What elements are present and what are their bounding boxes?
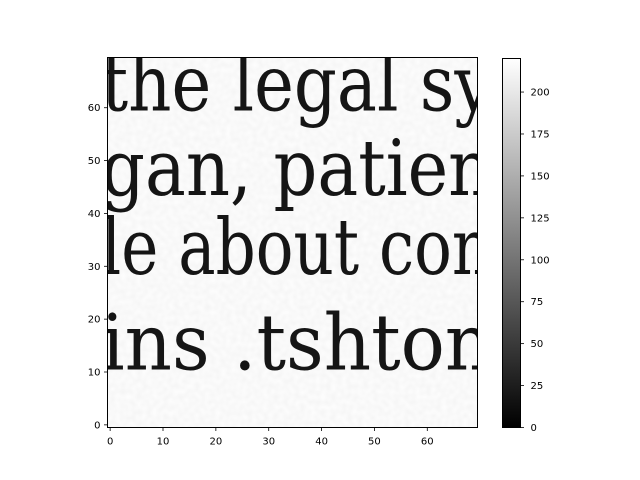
colorbar-tick-label: 175 (531, 129, 550, 140)
image-text-line: gan, patien (101, 124, 492, 214)
colorbar-tick-label: 100 (531, 255, 550, 266)
colorbar-gradient (502, 58, 521, 428)
x-tick-label: 30 (262, 437, 275, 448)
image-text-line: the legal sy (101, 39, 492, 129)
colorbar-tick-label: 125 (531, 213, 550, 224)
x-tick-label: 50 (368, 437, 381, 448)
colorbar-tick-label: 150 (531, 171, 550, 182)
y-tick-label: 0 (94, 420, 100, 431)
x-tick-label: 40 (315, 437, 328, 448)
x-tick-label: 10 (157, 437, 170, 448)
y-tick-label: 60 (88, 103, 101, 114)
colorbar-tick-label: 25 (531, 381, 544, 392)
colorbar-tick-label: 75 (531, 297, 544, 308)
colorbar: 0 25 50 75 100 125 150 175 200 (502, 58, 550, 434)
image-text-line: ins .tshton (101, 298, 492, 388)
colorbar-axis: 0 25 50 75 100 125 150 175 200 (520, 88, 550, 434)
y-tick-label: 40 (88, 209, 101, 220)
x-tick-label: 0 (107, 437, 113, 448)
plot-frame (107, 57, 478, 428)
image-text-line: .this latest (101, 0, 492, 50)
colorbar-tick-label: 200 (531, 88, 550, 99)
y-tick-label: 30 (88, 262, 101, 273)
y-tick-label: 10 (88, 368, 101, 379)
image-text-line: le about con (101, 203, 492, 293)
image-noise (107, 57, 478, 428)
colorbar-tick-label: 50 (531, 339, 544, 350)
x-tick-label: 60 (421, 437, 434, 448)
y-axis: 0 10 20 30 40 50 60 (88, 103, 108, 431)
colorbar-frame (502, 58, 521, 428)
colorbar-tick-label: 0 (531, 423, 537, 434)
y-tick-label: 20 (88, 315, 101, 326)
x-tick-label: 20 (209, 437, 222, 448)
x-axis: 0 10 20 30 40 50 60 (107, 427, 434, 448)
y-tick-label: 50 (88, 156, 101, 167)
